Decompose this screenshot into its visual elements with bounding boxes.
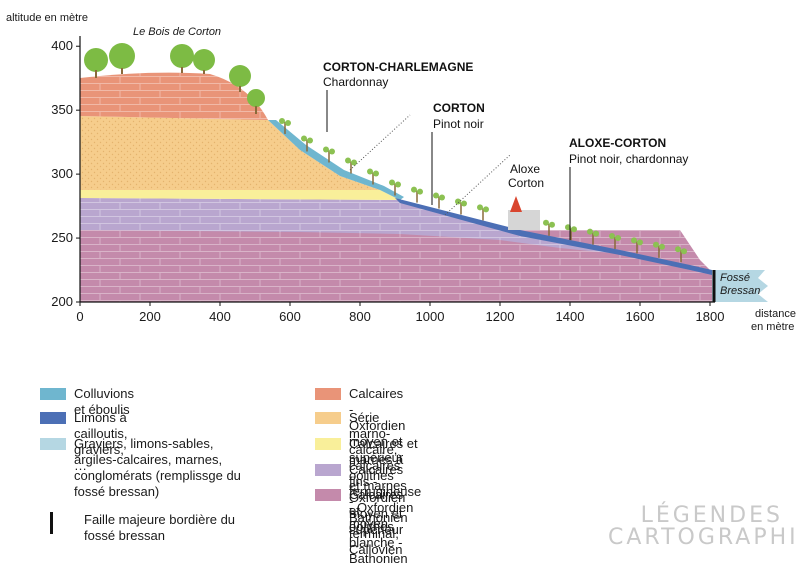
vine-icon — [367, 168, 379, 185]
legend-fault-swatch — [50, 512, 53, 534]
corton-charlemagne-pointer-dotted — [349, 114, 411, 171]
x-tick-label: 800 — [349, 309, 371, 324]
y-tick-label: 400 — [51, 38, 73, 53]
legend-item-marno-calcaire: Série marno-calcaire, calcaires fins - O… — [315, 410, 405, 538]
vine-icon — [477, 204, 489, 221]
legend-swatch — [315, 489, 341, 501]
y-axis-title: altitude en mètre — [6, 12, 88, 24]
vine-icon — [433, 192, 445, 209]
x-tick-label: 400 — [209, 309, 231, 324]
village-icon — [508, 196, 540, 230]
y-tick-label: 300 — [51, 166, 73, 181]
watermark-line2: CARTOGRAPHIE — [608, 525, 800, 550]
watermark-line1: LÉGENDES — [640, 503, 783, 528]
legend-item-colluvions: Colluvions et éboulis — [40, 386, 134, 418]
legend-label: Graviers, limons-sables, argiles-calcair… — [74, 436, 241, 499]
y-axis-ticks: 400 350 300 250 200 — [51, 38, 80, 309]
fosse-label-line1: Fossé — [720, 272, 750, 284]
legend-swatch — [315, 438, 341, 450]
legend-item-bathonien: Calcaires et oolithes blanche - Bathonie… — [315, 487, 408, 567]
corton-charlemagne-grape: Chardonnay — [323, 75, 388, 89]
y-tick-label: 200 — [51, 294, 73, 309]
x-axis-title-line1: distance — [755, 308, 796, 320]
legend-swatch — [315, 464, 341, 476]
vine-icon — [653, 241, 665, 258]
vine-icon — [345, 157, 357, 174]
aloxe-corton-title: ALOXE-CORTON — [569, 136, 666, 150]
legend-swatch — [315, 388, 341, 400]
corton-charlemagne-title: CORTON-CHARLEMAGNE — [323, 60, 473, 74]
x-tick-label: 1400 — [556, 309, 585, 324]
fosse-label-line2: Bressan — [720, 285, 760, 297]
vine-icon — [455, 198, 467, 215]
vine-icon — [411, 186, 423, 203]
x-axis-title-line2: en mètre — [751, 321, 794, 333]
aloxe-corton-grape: Pinot noir, chardonnay — [569, 152, 688, 166]
corton-grape: Pinot noir — [433, 117, 484, 131]
layer-colluvions — [268, 120, 404, 200]
layer-limons — [395, 198, 712, 275]
vine-icon — [587, 228, 599, 245]
vines — [279, 117, 687, 263]
village-label-line1: Aloxe — [510, 162, 540, 176]
x-tick-label: 1000 — [416, 309, 445, 324]
legend-label: Série marno-calcaire, calcaires fins - O… — [349, 410, 406, 537]
x-tick-label: 600 — [279, 309, 301, 324]
x-tick-label: 1800 — [696, 309, 725, 324]
vine-icon — [631, 237, 643, 254]
legend-label: Colluvions et éboulis — [74, 386, 134, 417]
legend-label: Calcaires et marnes à oolithes ferrugine… — [349, 436, 422, 531]
vine-icon — [543, 219, 555, 236]
legend-item-limons: Limons à cailloutis, graviers, … — [40, 410, 127, 474]
village-label-line2: Corton — [508, 176, 544, 190]
legend-item-faille: Faille majeure bordière du fossé bressan — [40, 512, 260, 544]
legend-item-oolithes-ferrugineuse: Calcaires et marnes à oolithes ferrugine… — [315, 436, 421, 532]
legend-swatch — [315, 412, 341, 424]
x-axis-ticks: 0 200 400 600 800 1000 1200 1400 1600 1800 — [76, 302, 724, 324]
vine-icon — [279, 117, 291, 134]
bois-label: Le Bois de Corton — [133, 26, 221, 38]
vine-icon — [301, 135, 313, 152]
legend-swatch — [40, 438, 66, 450]
watermark: LÉGENDES CARTOGRAPHIE — [608, 505, 800, 549]
legend-swatch — [40, 412, 66, 424]
legend-label: Calcaires - Oxfordien moyen et supérieur — [349, 386, 406, 465]
vine-icon — [675, 246, 687, 263]
x-tick-label: 200 — [139, 309, 161, 324]
x-tick-label: 0 — [76, 309, 83, 324]
y-tick-label: 350 — [51, 102, 73, 117]
vine-icon — [609, 233, 621, 249]
legend-label: Limons à cailloutis, graviers, … — [74, 410, 128, 473]
vine-icon — [389, 179, 401, 196]
y-tick-label: 250 — [51, 230, 73, 245]
forest-trees — [84, 43, 265, 114]
vine-icon — [323, 146, 335, 163]
x-tick-label: 1600 — [626, 309, 655, 324]
legend-item-callovien: Calcaires et marnes - Bathonien terminal… — [315, 462, 408, 558]
corton-title: CORTON — [433, 101, 485, 115]
legend-item-graviers: Graviers, limons-sables, argiles-calcair… — [40, 436, 250, 500]
x-tick-label: 1200 — [486, 309, 515, 324]
legend-label: Faille majeure bordière du fossé bressan — [84, 512, 236, 543]
legend-label: Calcaires et marnes - Bathonien terminal… — [349, 462, 408, 557]
legend-item-oxfordien: Calcaires - Oxfordien moyen et supérieur — [315, 386, 405, 466]
layer-oolithes-ferrugineuse — [80, 190, 400, 200]
legend-label: Calcaires et oolithes blanche - Bathonie… — [349, 487, 408, 566]
legend-swatch — [40, 388, 66, 400]
fosse-bressan-fill — [712, 270, 768, 302]
